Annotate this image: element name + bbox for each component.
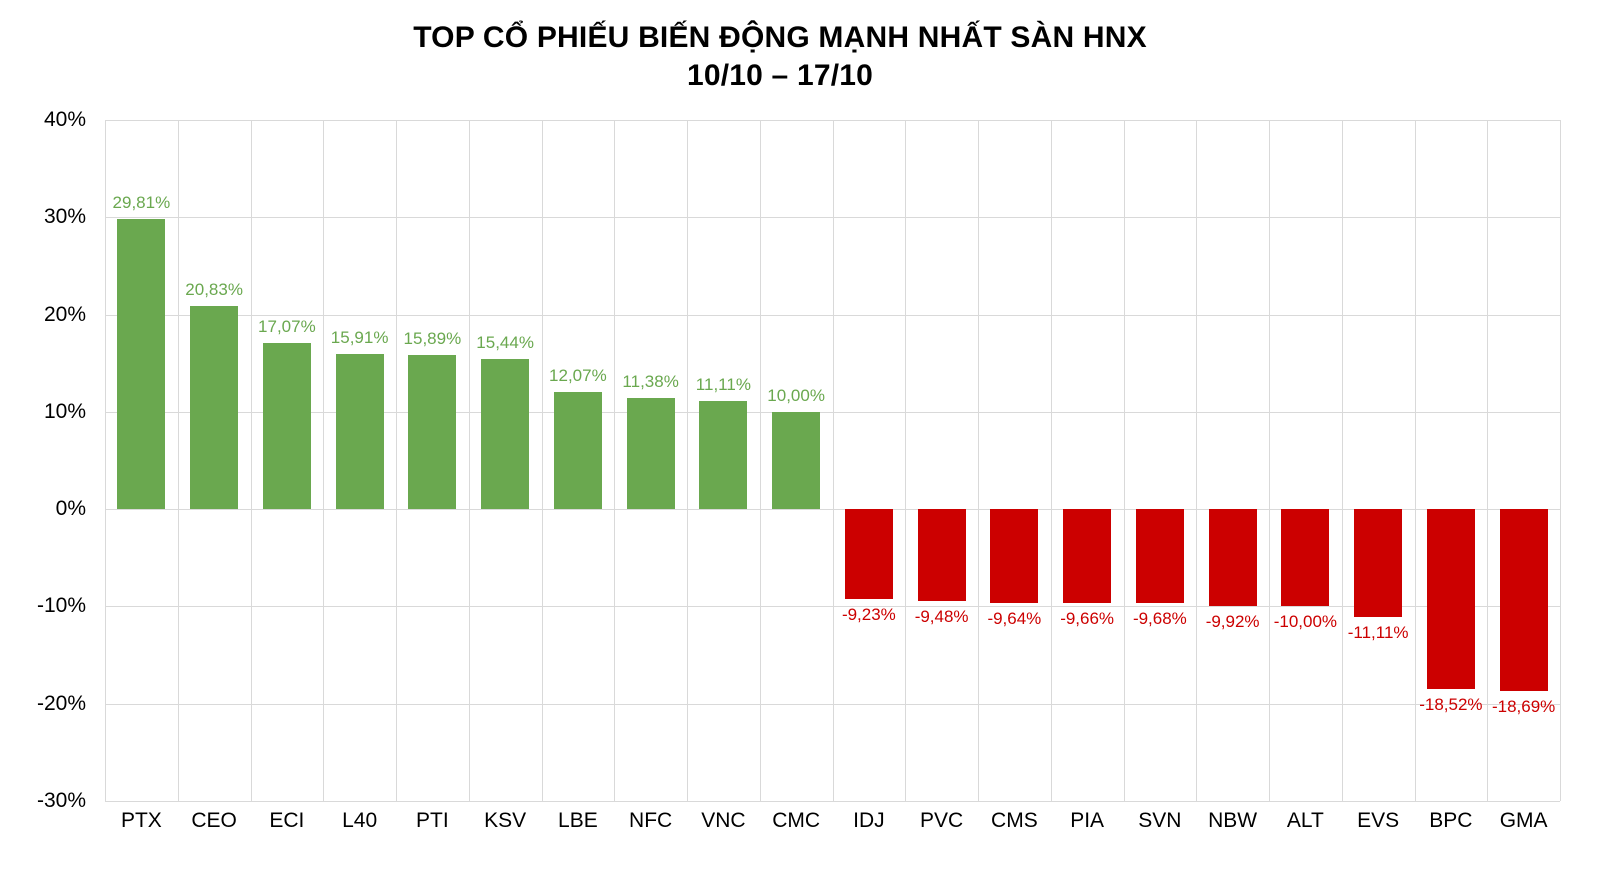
gridline-v-0	[105, 120, 106, 801]
value-label-LBE: 12,07%	[549, 365, 607, 385]
bar-CEO	[190, 306, 239, 510]
bar-BPC	[1426, 509, 1475, 690]
x-tick-NFC: NFC	[629, 809, 673, 832]
value-label-ECI: 17,07%	[258, 317, 316, 337]
bar-CMS	[990, 509, 1039, 603]
gridline-v-8	[687, 120, 688, 801]
value-label-PTX: 29,81%	[112, 193, 171, 213]
bar-ECI	[262, 343, 311, 510]
gridline-v-11	[905, 120, 907, 801]
gridline-v-20	[1560, 120, 1561, 801]
gridline-v-10	[832, 120, 834, 801]
value-label-PVC: -9,48%	[914, 607, 969, 627]
gridline-v-4	[396, 120, 397, 801]
bar-KSV	[481, 358, 530, 510]
bar-GMA	[1499, 509, 1548, 691]
bar-VNC	[699, 401, 748, 510]
bar-PTI	[408, 354, 457, 510]
bar-NBW	[1208, 509, 1257, 606]
x-tick-LBE: LBE	[558, 809, 598, 832]
value-label-NFC: 11,38%	[622, 372, 679, 392]
value-label-GMA: -18,69%	[1491, 696, 1556, 716]
value-label-NBW: -9,92%	[1205, 611, 1260, 631]
x-tick-ALT: ALT	[1286, 809, 1324, 832]
value-label-PTI: 15,89%	[403, 328, 462, 348]
bar-CMC	[772, 411, 821, 510]
bar-ALT	[1281, 509, 1330, 607]
x-tick-CEO: CEO	[191, 809, 237, 832]
y-tick-30: 30%	[43, 205, 86, 229]
gridline-v-1	[177, 120, 179, 801]
x-tick-NBW: NBW	[1208, 809, 1258, 832]
x-tick-KSV: KSV	[484, 809, 527, 832]
gridline-v-2	[250, 120, 252, 801]
bar-PVC	[917, 509, 966, 602]
value-label-L40: 15,91%	[330, 328, 389, 348]
plot-area: 29,81% 20,83% 17,07% 15,91% 15,89% 15,44% 12,0…	[105, 120, 1561, 802]
gridline-h--30	[105, 801, 1560, 802]
gridline-v-16	[1269, 120, 1270, 801]
x-tick-IDJ: IDJ	[853, 809, 885, 832]
gridline-v-17	[1341, 120, 1343, 801]
value-label-CEO: 20,83%	[185, 280, 243, 300]
gridline-v-14	[1123, 120, 1125, 801]
gridline-v-9	[759, 120, 761, 801]
x-tick-CMS: CMS	[991, 809, 1038, 832]
gridline-v-5	[468, 120, 470, 801]
value-label-KSV: 15,44%	[476, 332, 534, 352]
value-label-BPC: -18,52%	[1419, 695, 1483, 715]
x-tick-ECI: ECI	[269, 809, 305, 832]
y-tick--10: -10%	[36, 594, 86, 618]
value-label-VNC: 11,11%	[695, 375, 751, 395]
value-label-CMC: 10,00%	[767, 385, 825, 405]
value-label-SVN: -9,68%	[1132, 609, 1187, 629]
y-tick-40: 40%	[43, 108, 86, 131]
x-tick-CMC: CMC	[772, 809, 821, 832]
gridline-v-7	[614, 120, 616, 801]
y-tick-10: 10%	[43, 399, 86, 423]
x-tick-PIA: PIA	[1070, 809, 1105, 832]
gridline-v-18	[1414, 120, 1416, 801]
bar-LBE	[553, 391, 602, 510]
value-label-IDJ: -9,23%	[841, 604, 896, 624]
gridline-v-19	[1487, 120, 1489, 801]
value-label-CMS: -9,64%	[987, 608, 1042, 628]
x-axis: PTX CEO ECI L40 PTI KSV LBE NFC VNC CMC IDJ PVC CMS P…	[105, 809, 1560, 841]
y-tick-0: 0%	[55, 497, 86, 521]
bar-SVN	[1135, 509, 1184, 604]
y-tick-20: 20%	[43, 302, 86, 326]
bar-PTX	[117, 219, 166, 510]
chart-subtitle: 10/10 – 17/10	[686, 59, 874, 92]
bar-NFC	[626, 398, 675, 510]
x-tick-PVC: PVC	[920, 809, 964, 832]
x-tick-PTX: PTX	[120, 809, 162, 832]
x-tick-EVS: EVS	[1357, 809, 1400, 832]
bar-PIA	[1063, 509, 1112, 604]
x-tick-SVN: SVN	[1138, 809, 1182, 832]
chart-title: TOP CỔ PHIẾU BIẾN ĐỘNG MẠNH NHẤT SÀN HNX	[413, 21, 1147, 54]
gridline-v-3	[323, 120, 325, 801]
bar-L40	[335, 354, 384, 510]
gridline-v-12	[978, 120, 979, 801]
y-tick--30: -30%	[36, 789, 86, 812]
x-tick-BPC: BPC	[1429, 809, 1473, 832]
value-label-ALT: -10,00%	[1273, 612, 1338, 632]
y-axis: 40% 30% 20% 10% 0% -10% -20% -30%	[0, 108, 86, 812]
value-label-EVS: -11,11%	[1347, 623, 1409, 643]
gridline-v-15	[1196, 120, 1198, 801]
y-tick--20: -20%	[36, 691, 86, 715]
x-tick-PTI: PTI	[416, 809, 449, 832]
gridline-v-6	[541, 120, 543, 801]
x-tick-GMA: GMA	[1499, 809, 1548, 832]
x-tick-VNC: VNC	[701, 809, 746, 832]
value-label-PIA: -9,66%	[1060, 609, 1115, 629]
chart-title-block: TOP CỔ PHIẾU BIẾN ĐỘNG MẠNH NHẤT SÀN HNX…	[0, 19, 1560, 95]
bar-EVS	[1354, 509, 1403, 618]
gridline-v-13	[1050, 120, 1052, 801]
x-tick-L40: L40	[342, 809, 378, 832]
bar-IDJ	[844, 509, 893, 599]
